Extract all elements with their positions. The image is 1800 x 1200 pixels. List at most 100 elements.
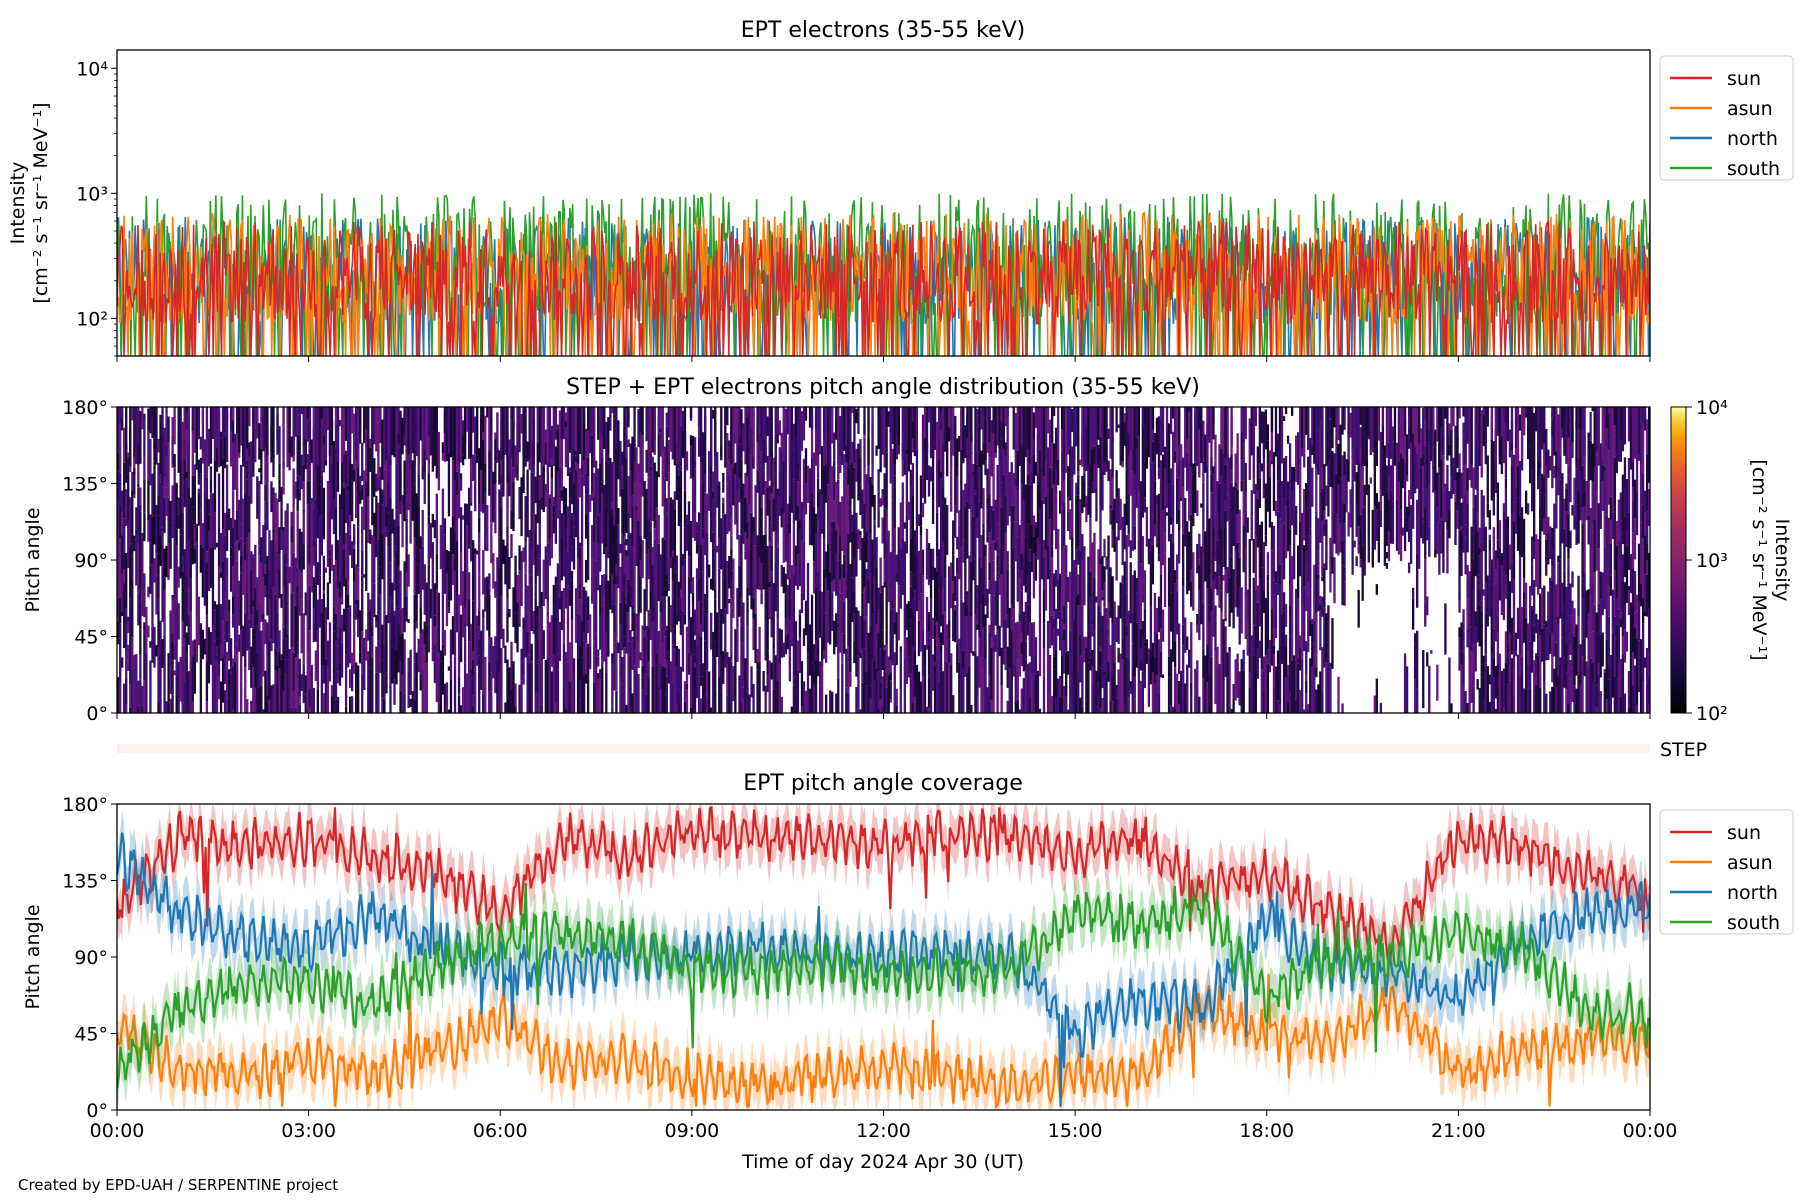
pad-cell — [163, 497, 166, 534]
pad-cell — [522, 675, 525, 685]
pad-cell — [1270, 407, 1274, 432]
pad-cell — [1226, 495, 1229, 522]
pad-cell — [677, 441, 681, 476]
pad-cell — [895, 688, 898, 706]
pad-cell — [820, 528, 824, 534]
pad-cell — [1077, 574, 1080, 595]
pad-cell — [633, 707, 636, 713]
pad-cell — [814, 513, 818, 535]
pad-cell — [1280, 563, 1284, 607]
pad-cell — [1071, 619, 1074, 672]
pad-cell — [929, 407, 933, 459]
pad-cell — [409, 470, 412, 490]
pad-cell — [710, 519, 713, 543]
pad-cell — [215, 639, 219, 647]
pad-cell — [851, 530, 854, 578]
pad-cell — [1248, 688, 1251, 713]
pad-cell — [478, 504, 481, 518]
pad-cell — [1143, 497, 1147, 513]
pad-cell — [1188, 407, 1191, 412]
pad-cell — [780, 506, 783, 528]
pad-cell — [1046, 447, 1050, 490]
pad-cell — [385, 672, 388, 694]
pad-cell — [298, 426, 301, 476]
pad-cell — [375, 407, 378, 452]
pad-cell — [883, 649, 886, 667]
pad-cell — [1089, 407, 1092, 414]
pad-cell — [677, 599, 681, 622]
pad-cell — [591, 492, 594, 501]
pad-cell — [1157, 596, 1161, 633]
pad-cell — [530, 407, 533, 443]
pad-cell — [958, 435, 961, 452]
pad-cell — [988, 624, 991, 633]
pad-cell — [482, 618, 485, 653]
pad-cell — [1012, 505, 1015, 522]
pad-cell — [1097, 682, 1100, 713]
pad-cell — [909, 586, 913, 608]
pad-cell — [972, 516, 975, 552]
pad-cell — [377, 478, 380, 491]
pad-cell — [338, 670, 342, 686]
pad-cell — [449, 584, 453, 601]
pad-cell — [1121, 575, 1124, 584]
pad-cell — [760, 407, 763, 439]
pad-cell — [611, 462, 614, 503]
pad-cell — [901, 457, 904, 477]
pad-cell — [1175, 554, 1179, 581]
pad-cell — [1422, 522, 1425, 544]
pad-cell — [1061, 617, 1064, 623]
pad-cell — [540, 496, 543, 510]
pad-cell — [167, 543, 170, 580]
pad-cell — [306, 599, 309, 652]
pad-cell — [514, 445, 517, 478]
pad-cell — [302, 508, 305, 515]
pad-cell — [982, 452, 985, 465]
pad-cell — [796, 554, 800, 590]
pad-cell — [149, 660, 152, 713]
pad-cell — [1375, 678, 1378, 713]
pad-cell — [657, 630, 660, 684]
pad-cell — [1349, 412, 1352, 438]
pad-cell — [978, 502, 981, 558]
pad-cell — [280, 654, 283, 660]
pad-cell — [1266, 574, 1270, 582]
pad-cell — [292, 653, 295, 691]
pad-cell — [970, 705, 973, 713]
pad-cell — [338, 581, 342, 592]
pad-cell — [849, 612, 852, 673]
pad-cell — [236, 540, 239, 561]
pad-cell — [722, 472, 725, 493]
pad-cell — [645, 694, 648, 713]
pad-cell — [714, 689, 717, 713]
pad-cell — [1468, 571, 1471, 579]
pad-cell — [861, 538, 864, 593]
pad-cell — [252, 554, 255, 599]
pad-cell — [615, 407, 618, 449]
pad-cell — [669, 557, 673, 569]
pad-cell — [1256, 490, 1259, 499]
pad-cell — [1083, 481, 1086, 501]
pad-cell — [516, 575, 519, 603]
pad-cell — [935, 421, 939, 430]
pad-cell — [1478, 547, 1481, 556]
pad-cell — [1450, 428, 1453, 477]
pad-cell — [871, 613, 874, 661]
pad-cell — [1464, 691, 1467, 701]
pad-cell — [532, 611, 535, 634]
pad-cell — [520, 414, 523, 434]
pad-cell — [1436, 664, 1439, 701]
pad-cell — [776, 570, 779, 620]
pad-cell — [974, 494, 977, 523]
pad-cell — [379, 407, 382, 444]
pad-cell — [740, 459, 743, 500]
pad-cell — [236, 426, 239, 473]
pad-cell — [1135, 449, 1138, 508]
pad-cell — [647, 477, 650, 519]
pad-cell — [177, 450, 180, 473]
pad-cell — [187, 587, 190, 615]
pad-cell — [1048, 569, 1052, 575]
pad-cell — [1044, 407, 1048, 462]
pad-cell — [278, 554, 281, 570]
pad-cell — [1020, 441, 1023, 483]
